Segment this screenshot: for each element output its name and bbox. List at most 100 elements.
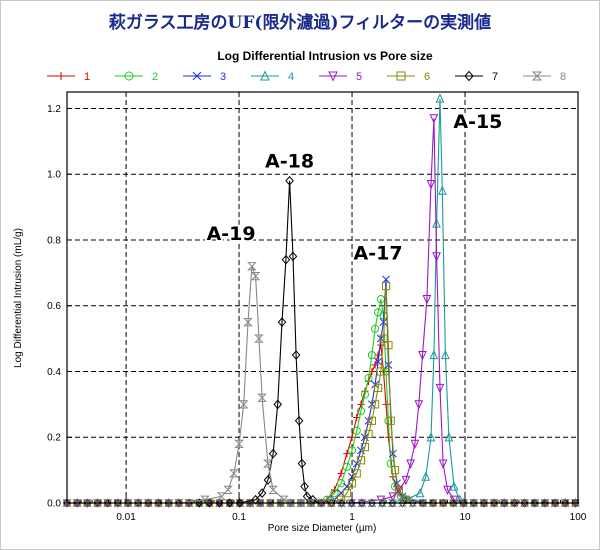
legend-label: 7 <box>492 71 498 83</box>
data-point <box>422 295 432 305</box>
data-point <box>337 469 345 478</box>
y-tick-label: 1.2 <box>47 104 61 115</box>
data-point <box>251 494 260 505</box>
x-axis-label: Pore size Diameter (µm) <box>268 523 377 534</box>
data-point <box>263 459 273 468</box>
data-point <box>330 489 339 498</box>
data-point <box>352 469 361 478</box>
data-point <box>254 334 264 343</box>
data-point <box>428 499 438 507</box>
data-point <box>247 262 257 271</box>
data-point <box>164 499 174 507</box>
data-point <box>356 406 366 416</box>
annotation-label: A-18 <box>265 151 314 173</box>
legend-label: 3 <box>220 71 226 83</box>
data-point <box>386 416 395 425</box>
series-markers-8 <box>62 262 580 507</box>
data-point <box>342 462 351 471</box>
plot-area <box>67 92 578 503</box>
data-point <box>379 318 388 327</box>
data-point <box>360 443 370 452</box>
legend-label: 1 <box>84 71 90 83</box>
data-point <box>277 317 287 328</box>
data-point <box>443 485 452 496</box>
data-point <box>382 400 390 408</box>
data-point <box>444 431 454 442</box>
data-point <box>263 475 273 485</box>
data-point <box>550 499 560 507</box>
data-point <box>421 471 431 481</box>
legend-item-6: 6 <box>387 71 430 83</box>
legend-item-3: 3 <box>183 71 226 83</box>
data-point <box>268 485 278 494</box>
data-point <box>401 475 411 486</box>
data-point <box>360 390 370 399</box>
annotation-label: A-17 <box>354 243 403 265</box>
data-point <box>370 400 380 409</box>
data-point <box>364 373 373 383</box>
data-point <box>408 499 418 507</box>
data-point <box>308 494 318 505</box>
y-tick-label: 0.0 <box>47 499 61 510</box>
data-point <box>62 499 72 507</box>
data-point <box>429 114 439 124</box>
data-point <box>469 499 479 507</box>
data-point <box>357 400 365 408</box>
tick-labels: 0.0 0.2 0.4 0.6 0.8 1.0 1.2 0.01 0.1 1 10 100 <box>47 104 587 523</box>
data-point <box>426 431 436 442</box>
data-point <box>123 499 133 507</box>
x-tick-label: 0.1 <box>232 512 246 523</box>
data-point <box>374 357 383 366</box>
data-point <box>384 360 393 369</box>
data-point <box>414 400 424 410</box>
data-point <box>373 383 383 393</box>
data-point <box>281 254 291 265</box>
data-point <box>384 433 393 441</box>
data-point <box>250 272 261 281</box>
data-point <box>377 499 387 507</box>
data-point <box>328 71 338 82</box>
axes <box>66 91 579 504</box>
data-point <box>376 367 385 376</box>
data-point <box>82 499 92 507</box>
x-tick-label: 1 <box>349 512 355 523</box>
data-point <box>464 70 474 82</box>
data-point <box>285 175 294 186</box>
page-title: 萩ガラス工房のUF(限外濾過)フィルターの実測値 <box>108 13 492 33</box>
data-point <box>479 499 489 507</box>
x-tick-label: 10 <box>459 512 471 523</box>
data-point <box>356 456 366 465</box>
data-point <box>410 439 420 450</box>
annotation-label: A-19 <box>207 223 256 245</box>
data-point <box>531 71 543 81</box>
data-point <box>390 466 400 475</box>
data-point <box>133 499 143 507</box>
data-point <box>347 499 357 507</box>
data-point <box>388 449 397 458</box>
data-point <box>406 459 416 469</box>
data-point <box>560 499 570 507</box>
y-axis-label: Log Differential Intrusion (mL/g) <box>13 228 24 368</box>
data-point <box>103 499 113 507</box>
legend-item-1: 1 <box>47 71 90 83</box>
data-point <box>113 499 123 507</box>
legend-item-4: 4 <box>251 70 294 83</box>
annotation-label: A-15 <box>453 111 502 133</box>
data-point <box>336 479 346 488</box>
grid <box>67 92 578 503</box>
data-point <box>72 499 82 507</box>
data-point <box>435 93 445 103</box>
data-point <box>435 383 445 394</box>
data-point <box>347 446 357 455</box>
data-point <box>235 498 244 508</box>
data-point <box>509 499 519 507</box>
legend-item-7: 7 <box>455 70 498 83</box>
y-tick-label: 0.6 <box>47 301 61 312</box>
data-point <box>415 487 425 498</box>
data-point <box>364 429 373 439</box>
data-point <box>438 499 448 507</box>
data-point <box>154 499 163 507</box>
data-point <box>257 393 267 402</box>
data-point <box>432 252 441 262</box>
chart-title: Log Differential Intrusion vs Pore size <box>217 49 433 63</box>
